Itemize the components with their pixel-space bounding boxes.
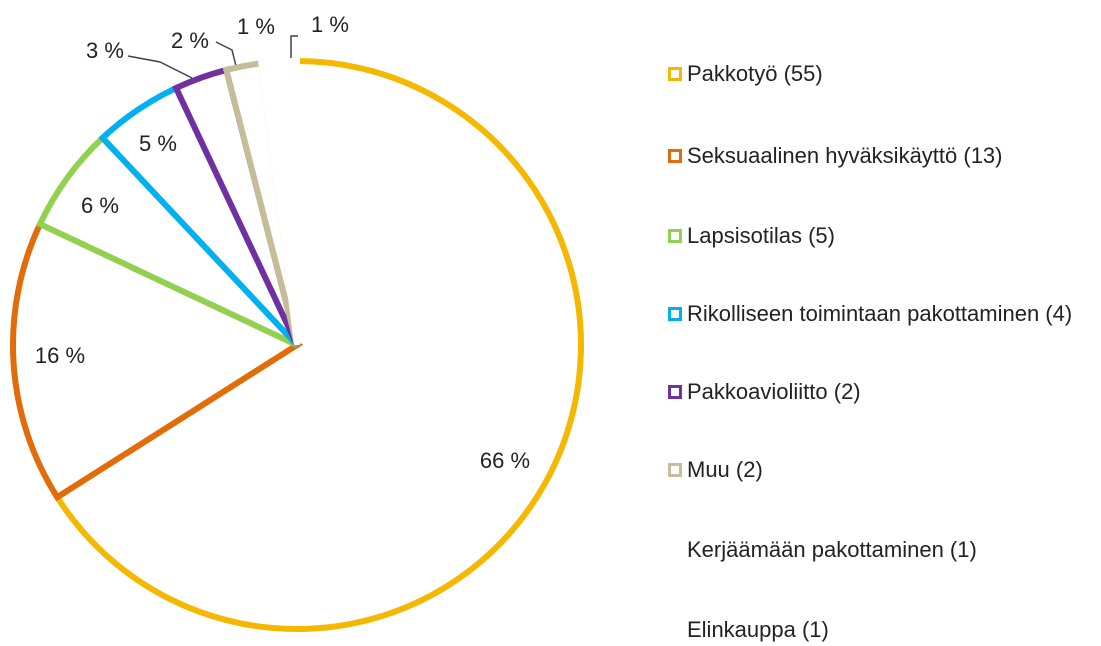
data-label: 1 % — [237, 14, 275, 39]
legend-entry: Pakkoavioliitto (2) — [668, 374, 1088, 410]
legend-entry: Pakkotyö (55) — [668, 56, 1088, 92]
legend-swatch — [668, 463, 682, 477]
legend-swatch — [668, 307, 682, 321]
legend-entry: Seksuaalinen hyväksikäyttö (13) — [668, 138, 1088, 174]
legend-entry: Kerjäämään pakottaminen (1) — [668, 532, 1088, 568]
legend-entry: Lapsisotilas (5) — [668, 218, 1088, 254]
legend-entry: Elinkauppa (1) — [668, 612, 1088, 646]
legend-swatch — [668, 67, 682, 81]
legend-swatch — [668, 623, 682, 637]
data-label: 1 % — [311, 12, 349, 37]
legend-entry: Rikolliseen toimintaan pakottaminen (4) — [668, 296, 1088, 332]
legend-label: Muu (2) — [687, 457, 763, 482]
legend-swatch — [668, 543, 682, 557]
data-label: 66 % — [480, 448, 530, 473]
legend-swatch — [668, 385, 682, 399]
legend-label: Lapsisotilas (5) — [687, 223, 835, 248]
data-label: 5 % — [139, 131, 177, 156]
data-label: 2 % — [171, 28, 209, 53]
data-label: 3 % — [86, 38, 124, 63]
leader-line — [215, 41, 237, 67]
legend-label: Elinkauppa (1) — [687, 617, 829, 642]
legend-label: Rikolliseen toimintaan pakottaminen (4) — [687, 301, 1073, 326]
legend-label: Kerjäämään pakottaminen (1) — [687, 537, 977, 562]
pie-slice — [53, 57, 584, 632]
leader-line — [127, 55, 193, 79]
legend-label: Seksuaalinen hyväksikäyttö (13) — [687, 143, 1003, 168]
legend-entry: Muu (2) — [668, 452, 1088, 488]
pie-slice — [10, 220, 304, 502]
legend-label: Pakkotyö (55) — [687, 61, 823, 86]
leader-line — [290, 35, 298, 58]
data-label: 16 % — [35, 343, 85, 368]
data-label: 6 % — [81, 193, 119, 218]
legend-label: Pakkoavioliitto (2) — [687, 379, 861, 404]
legend-swatch — [668, 149, 682, 163]
legend-swatch — [668, 229, 682, 243]
pie-slice — [275, 57, 300, 346]
